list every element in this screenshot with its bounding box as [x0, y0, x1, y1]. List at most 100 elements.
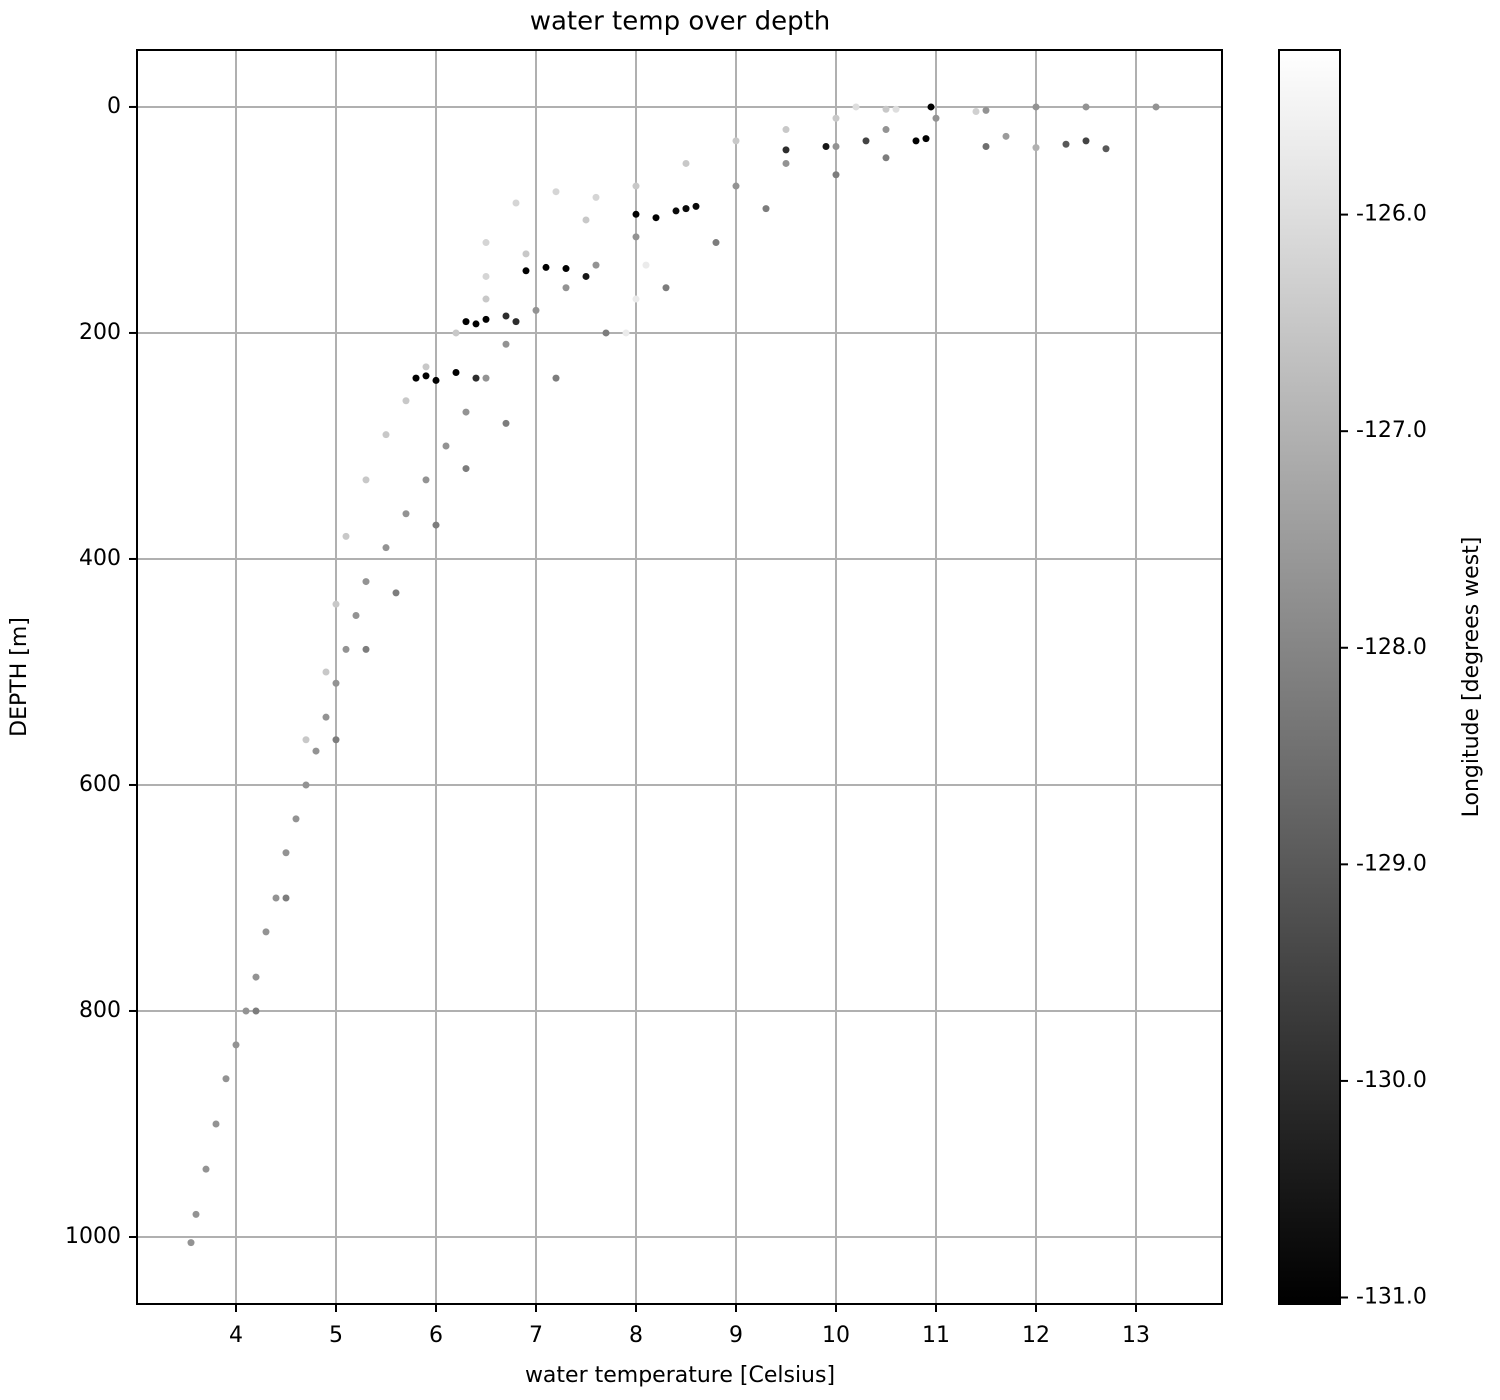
scatter-point — [422, 476, 430, 484]
scatter-point — [932, 114, 940, 122]
x-tick-label: 5 — [329, 1323, 343, 1348]
plot-frame — [136, 49, 1223, 1305]
scatter-point — [662, 284, 670, 292]
scatter-point — [892, 105, 900, 113]
scatter-point — [582, 272, 590, 280]
scatter-point — [1002, 132, 1010, 140]
colorbar-tick-label: -129.0 — [1356, 851, 1427, 876]
scatter-point — [482, 272, 490, 280]
x-tick-label: 7 — [529, 1323, 543, 1348]
scatter-point — [462, 465, 470, 473]
scatter-point — [262, 928, 270, 936]
y-tick-label: 400 — [79, 546, 121, 571]
scatter-point — [782, 159, 790, 167]
scatter-point — [382, 431, 390, 439]
scatter-point — [672, 207, 680, 215]
scatter-point — [302, 736, 310, 744]
scatter-point — [542, 263, 550, 271]
scatter-point — [202, 1165, 210, 1173]
scatter-point — [602, 329, 610, 337]
scatter-point — [322, 668, 330, 676]
scatter-point — [362, 645, 370, 653]
scatter-point — [322, 713, 330, 721]
scatter-point — [402, 510, 410, 518]
x-tick-label: 9 — [729, 1323, 743, 1348]
scatter-point — [482, 374, 490, 382]
colorbar-label: Longitude [degrees west] — [1459, 537, 1484, 818]
scatter-point — [422, 372, 430, 380]
scatter-point — [732, 182, 740, 190]
scatter-point — [982, 143, 990, 151]
scatter-point — [342, 645, 350, 653]
scatter-point — [822, 143, 830, 151]
scatter-point — [692, 202, 700, 210]
scatter-point — [252, 973, 260, 981]
scatter-point — [1082, 137, 1090, 145]
scatter-point — [1082, 103, 1090, 111]
scatter-point — [482, 315, 490, 323]
scatter-point — [212, 1120, 220, 1128]
scatter-point — [862, 137, 870, 145]
scatter-point — [982, 106, 990, 114]
scatter-point — [632, 295, 640, 303]
scatter-point — [452, 329, 460, 337]
x-tick-label: 10 — [822, 1323, 850, 1348]
scatter-point — [642, 261, 650, 269]
scatter-point — [482, 239, 490, 247]
scatter-point — [1102, 145, 1110, 153]
scatter-point — [882, 154, 890, 162]
x-tick-label: 12 — [1022, 1323, 1050, 1348]
scatter-point — [972, 107, 980, 115]
scatter-point — [402, 397, 410, 405]
scatter-point — [332, 679, 340, 687]
scatter-point — [782, 146, 790, 154]
x-axis-label: water temperature [Celsius] — [525, 1363, 835, 1388]
scatter-point — [332, 600, 340, 608]
scatter-point — [592, 193, 600, 201]
colorbar-tick-label: -127.0 — [1356, 418, 1427, 443]
scatter-point — [272, 894, 280, 902]
scatter-point — [622, 329, 630, 337]
scatter-point — [432, 521, 440, 529]
scatter-point — [522, 250, 530, 258]
scatter-point — [582, 216, 590, 224]
scatter-point — [832, 143, 840, 151]
scatter-point — [927, 103, 935, 111]
colorbar-tick-label: -131.0 — [1356, 1285, 1427, 1310]
scatter-point — [252, 1007, 260, 1015]
scatter-point — [652, 214, 660, 222]
scatter-point — [712, 239, 720, 247]
x-tick-label: 13 — [1122, 1323, 1150, 1348]
scatter-point — [632, 210, 640, 218]
scatter-point — [392, 589, 400, 597]
scatter-point — [882, 105, 890, 113]
scatter-point — [192, 1210, 200, 1218]
scatter-point — [452, 369, 460, 377]
scatter-point — [312, 747, 320, 755]
y-tick-label: 1000 — [65, 1224, 121, 1249]
scatter-point — [552, 188, 560, 196]
scatter-point — [292, 815, 300, 823]
scatter-point — [922, 135, 930, 143]
scatter-point — [332, 736, 340, 744]
scatter-point — [482, 295, 490, 303]
x-tick-label: 4 — [229, 1323, 243, 1348]
y-tick-label: 0 — [107, 94, 121, 119]
scatter-point — [187, 1239, 195, 1247]
scatter-point — [552, 374, 560, 382]
scatter-point — [1032, 103, 1040, 111]
scatter-point — [832, 114, 840, 122]
scatter-point — [242, 1007, 250, 1015]
scatter-point — [382, 544, 390, 552]
scatter-point — [632, 182, 640, 190]
scatter-point — [442, 442, 450, 450]
x-tick-label: 6 — [429, 1323, 443, 1348]
scatter-point — [502, 419, 510, 427]
colorbar-tick-label: -130.0 — [1356, 1068, 1427, 1093]
scatter-point — [362, 578, 370, 586]
scatter-point — [782, 126, 790, 134]
scatter-point — [282, 894, 290, 902]
scatter-point — [362, 476, 370, 484]
